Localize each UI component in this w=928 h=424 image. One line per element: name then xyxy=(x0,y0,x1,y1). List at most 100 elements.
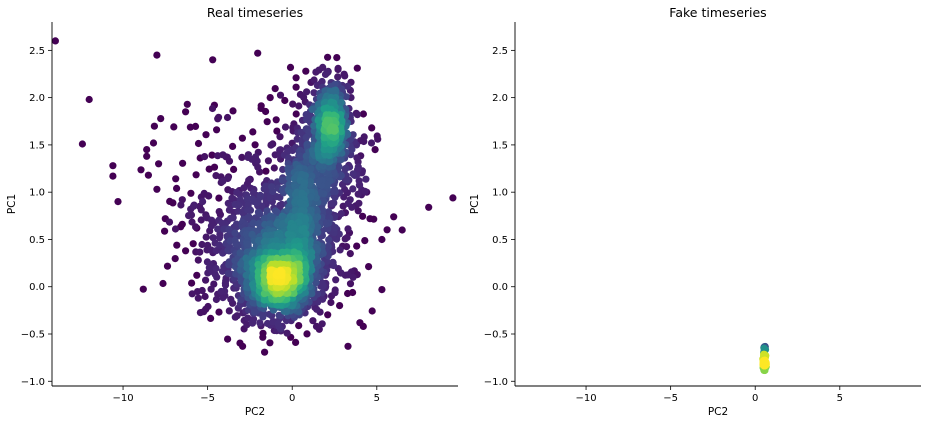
y-tick-label: −0.5 xyxy=(484,330,508,341)
data-point xyxy=(229,142,237,150)
data-point xyxy=(182,108,190,116)
data-point xyxy=(254,49,262,57)
data-point xyxy=(324,53,332,61)
data-point xyxy=(149,139,158,147)
data-point xyxy=(425,203,433,211)
data-point xyxy=(378,235,386,244)
data-point xyxy=(277,268,285,276)
data-point xyxy=(373,132,381,140)
data-point xyxy=(114,198,122,206)
data-point xyxy=(315,152,323,160)
data-point xyxy=(312,322,321,330)
data-point xyxy=(279,219,287,228)
data-point xyxy=(150,122,158,130)
data-point xyxy=(314,223,322,231)
data-point xyxy=(359,110,367,118)
data-point xyxy=(153,185,161,193)
data-point xyxy=(353,242,361,250)
data-point xyxy=(262,167,270,175)
y-tick-label: 2.0 xyxy=(492,93,508,104)
y-ticks: −1.0 −0.5 0.0 0.5 1.0 1.5 2.0 2.5 xyxy=(21,46,52,388)
data-point xyxy=(338,117,346,125)
data-point xyxy=(312,68,320,76)
data-point xyxy=(315,177,323,185)
data-point xyxy=(215,234,224,242)
data-point xyxy=(248,230,256,238)
data-point xyxy=(244,214,252,222)
data-point xyxy=(179,159,187,167)
data-point xyxy=(215,308,223,316)
data-point xyxy=(249,299,257,307)
data-point xyxy=(237,260,245,268)
y-ticks: −1.0 −0.5 0.0 0.5 1.0 1.5 2.0 2.5 xyxy=(484,46,515,388)
data-point xyxy=(239,342,247,350)
data-point xyxy=(274,320,282,328)
data-point xyxy=(244,240,252,248)
data-point xyxy=(327,298,335,307)
data-point xyxy=(274,242,282,250)
y-tick-label: 0.0 xyxy=(492,282,508,293)
data-point xyxy=(298,207,306,215)
data-point xyxy=(237,296,245,304)
data-point xyxy=(137,166,145,174)
data-point xyxy=(302,158,310,166)
data-point xyxy=(298,170,306,179)
data-point xyxy=(178,220,186,228)
data-point xyxy=(153,51,161,59)
data-point xyxy=(250,308,259,316)
data-point xyxy=(349,170,357,178)
y-tick-label: 0.5 xyxy=(492,235,508,246)
data-point xyxy=(383,226,391,234)
data-point xyxy=(202,305,210,313)
data-point xyxy=(225,307,233,315)
x-tick-label: −10 xyxy=(112,393,133,404)
data-point xyxy=(207,285,215,293)
data-point xyxy=(273,254,281,262)
data-point xyxy=(355,199,363,207)
data-point xyxy=(161,227,169,235)
data-point xyxy=(187,211,196,219)
data-point xyxy=(343,233,351,242)
data-point xyxy=(215,194,223,202)
data-point xyxy=(218,219,226,227)
data-point xyxy=(359,212,367,220)
data-point xyxy=(215,208,223,216)
data-point xyxy=(307,193,315,201)
data-point xyxy=(194,294,202,302)
data-point xyxy=(256,210,264,218)
data-point xyxy=(310,76,318,84)
data-point xyxy=(221,279,229,287)
data-point xyxy=(349,273,357,281)
data-point xyxy=(265,220,273,228)
data-point xyxy=(196,248,204,256)
data-point xyxy=(257,192,265,200)
data-point xyxy=(309,317,317,325)
x-tick-label: −5 xyxy=(200,393,215,404)
data-point xyxy=(51,37,60,45)
data-point xyxy=(227,295,235,303)
data-point xyxy=(342,93,350,101)
y-tick-label: 2.5 xyxy=(492,46,508,57)
data-point xyxy=(194,139,203,148)
data-point xyxy=(276,91,285,99)
data-point xyxy=(163,262,172,270)
data-point xyxy=(189,202,198,210)
data-point xyxy=(173,241,181,249)
data-point xyxy=(307,165,315,173)
chart-title: Fake timeseries xyxy=(669,5,766,20)
data-point xyxy=(219,151,227,159)
data-point xyxy=(283,329,291,337)
data-point xyxy=(360,137,368,146)
data-point xyxy=(217,287,225,296)
data-point xyxy=(257,102,265,110)
data-point xyxy=(205,264,213,272)
data-point xyxy=(301,260,309,269)
data-point xyxy=(198,240,206,249)
chart-title: Real timeseries xyxy=(207,5,303,20)
data-point xyxy=(208,104,217,113)
data-point xyxy=(362,175,370,183)
data-point xyxy=(323,257,331,265)
data-point xyxy=(229,107,237,115)
x-ticks: −10 −5 0 5 xyxy=(112,386,380,404)
data-point xyxy=(325,236,333,244)
